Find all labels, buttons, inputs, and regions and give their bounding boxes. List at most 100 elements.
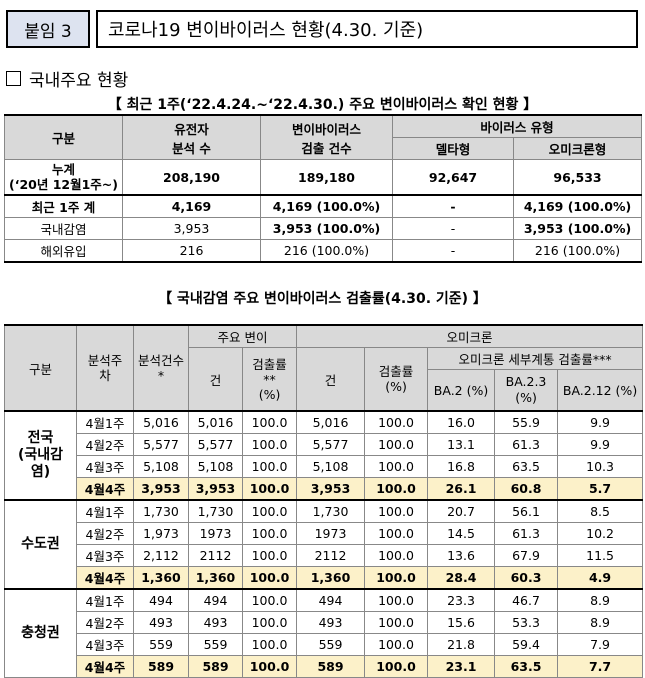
row-label-l1: 누계 — [51, 162, 75, 177]
cell: 1,360 — [188, 566, 243, 590]
cell: 4,169 (100.0%) — [512, 194, 643, 218]
cell: 100.0 — [364, 588, 429, 612]
cell: 23.3 — [427, 588, 496, 612]
col-header-omicron: 오미크론형 — [512, 137, 643, 160]
table-row: 4월4주 3,953 3,953 100.0 3,953 100.0 26.1 60.8 5.7 — [5, 477, 644, 501]
col-header-ba2: BA.2 (%) — [427, 369, 496, 412]
page-title-text: 코로나19 변이바이러스 현황(4.30. 기준) — [108, 20, 424, 41]
cell: 100.0 — [364, 499, 429, 523]
week-cell: 4월4주 — [76, 566, 134, 590]
cell: 559 — [188, 633, 243, 656]
square-bullet-icon — [6, 71, 21, 86]
cell: 100.0 — [241, 566, 298, 590]
table-row: 4월4주 589 589 100.0 589 100.0 23.1 63.5 7.7 — [5, 655, 644, 678]
cell: 493 — [296, 611, 366, 634]
cell: 16.0 — [427, 410, 496, 434]
table-row: 4월2주 1,973 1973 100.0 1973 100.0 14.5 61.3 10.2 — [5, 522, 644, 545]
cell: 28.4 — [427, 566, 496, 590]
cell: 1,973 — [133, 522, 189, 545]
table-row: 4월2주 493 493 100.0 493 100.0 15.6 53.3 8.9 — [5, 611, 644, 634]
row-label: 누계 (‘20년 12월1주~) — [4, 159, 123, 196]
col-header-orate-l2: (%) — [385, 379, 407, 394]
cell: 5,577 — [188, 433, 243, 456]
cell: 20.7 — [427, 499, 496, 523]
cell: 10.3 — [557, 455, 644, 478]
table-row: 충청권 4월1주 494 494 100.0 494 100.0 23.3 46.7 8.9 — [4, 588, 644, 678]
cell: 3,953 (100.0%) — [260, 217, 393, 240]
cell: 67.9 — [494, 544, 559, 567]
cell: 14.5 — [427, 522, 496, 545]
table-row: 최근 1주 계 4,169 4,169 (100.0%) - 4,169 (10… — [4, 194, 643, 218]
table-row: 전국 (국내감 염) 4월1주 5,016 5,016 100.0 5,016 100.0 16.… — [4, 410, 644, 501]
cell: 494 — [133, 588, 189, 612]
cell: 100.0 — [241, 522, 298, 545]
week-cell: 4월1주 — [76, 410, 134, 434]
week-cell: 4월3주 — [76, 455, 134, 478]
row-label: 국내감염 — [4, 217, 123, 240]
cell: 8.9 — [557, 588, 644, 612]
cell: 589 — [133, 655, 189, 678]
cell: 100.0 — [364, 544, 429, 567]
cell: 100.0 — [364, 566, 429, 590]
cell: 8.5 — [557, 499, 644, 523]
cell: 53.3 — [494, 611, 559, 634]
cell: 559 — [296, 633, 366, 656]
col-header-rate-l1: 검출률 — [252, 356, 287, 372]
col-header-ba23-l1: BA.2.3 — [505, 374, 547, 389]
cell: 100.0 — [241, 433, 298, 456]
cell: 100.0 — [241, 655, 298, 678]
cell: 3,953 — [122, 217, 261, 240]
col-header-count: 분석건수 * — [133, 324, 189, 412]
region-label-line: (국내감 — [17, 447, 64, 463]
cell: 3,953 (100.0%) — [512, 217, 643, 240]
cell: 493 — [188, 611, 243, 634]
cell: 5.7 — [557, 477, 644, 501]
table1-caption: 【 최근 1주(‘22.4.24.~‘22.4.30.) 주요 변이바이러스 확… — [107, 97, 538, 113]
col-header-omicron: 오미크론 — [296, 324, 644, 348]
week-cell: 4월2주 — [76, 522, 134, 545]
cell: 494 — [296, 588, 366, 612]
cell: 7.9 — [557, 633, 644, 656]
weekly-variant-table: 구분 유전자 분석 수 변이바이러스 검출 건수 바이러스 유형 델타형 오미크… — [4, 114, 643, 263]
col-header-variant-cases: 건 — [188, 347, 243, 412]
cell: 92,647 — [392, 159, 514, 196]
week-cell: 4월3주 — [76, 633, 134, 656]
cell: 494 — [188, 588, 243, 612]
cell: 189,180 — [260, 159, 393, 196]
cell: 26.1 — [427, 477, 496, 501]
col-header-week-l2: 차 — [99, 368, 111, 383]
cell: 11.5 — [557, 544, 644, 567]
table-row: 누계 (‘20년 12월1주~) 208,190 189,180 92,647 … — [4, 159, 643, 196]
cell: 216 (100.0%) — [260, 239, 393, 263]
table-row: 수도권 4월1주 1,730 1,730 100.0 1,730 100.0 20.7 56.1… — [4, 499, 644, 590]
cell: 9.9 — [557, 433, 644, 456]
col-header-ba23: BA.2.3 (%) — [494, 369, 559, 412]
cell: - — [392, 194, 514, 218]
col-header-virus-type: 바이러스 유형 — [391, 114, 643, 138]
cell: 559 — [133, 633, 189, 656]
cell: 5,108 — [188, 455, 243, 478]
cell: 7.7 — [557, 655, 644, 678]
cell: 5,577 — [296, 433, 366, 456]
cell: 5,577 — [133, 433, 189, 456]
cell: 1,360 — [296, 566, 366, 590]
table2-caption: 【 국내감염 주요 변이바이러스 검출률(4.30. 기준) 】 — [158, 291, 487, 307]
cell: 100.0 — [241, 588, 298, 612]
col-header-subtype-rate: 오미크론 세부계통 검출률*** — [427, 347, 644, 370]
cell: 5,016 — [296, 410, 366, 434]
cell: 100.0 — [241, 477, 298, 501]
cell: 9.9 — [557, 410, 644, 434]
cell: 4,169 — [122, 194, 261, 218]
section-heading-text: 국내주요 현황 — [29, 71, 129, 91]
region-label: 전국 (국내감 염) — [4, 410, 77, 501]
col-header-week-l1: 분석주 — [87, 353, 123, 368]
cell: 96,533 — [512, 159, 643, 196]
cell: 3,953 — [296, 477, 366, 501]
cell: 4.9 — [557, 566, 644, 590]
cell: 63.5 — [494, 455, 559, 478]
cell: 16.8 — [427, 455, 496, 478]
attachment-tag-label: 붙임 3 — [24, 21, 72, 42]
row-label: 최근 1주 계 — [4, 194, 123, 218]
cell: 1973 — [296, 522, 366, 545]
table-row: 4월2주 5,577 5,577 100.0 5,577 100.0 13.1 61.3 9.9 — [5, 433, 644, 456]
